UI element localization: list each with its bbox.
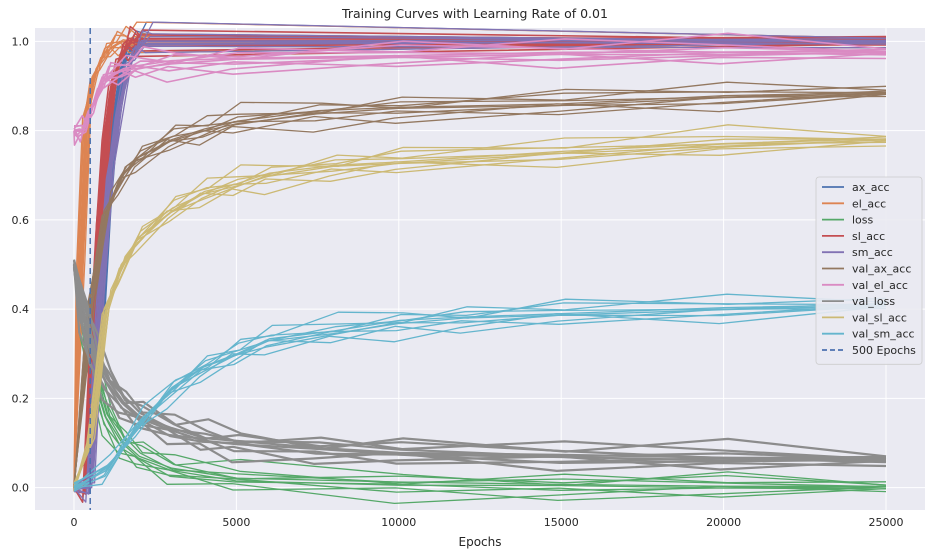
y-tick-label: 1.0 — [12, 35, 30, 48]
legend-label: val_el_acc — [852, 279, 908, 292]
legend-label: el_acc — [852, 197, 886, 210]
chart-title: Training Curves with Learning Rate of 0.… — [341, 6, 608, 21]
y-tick-label: 0.2 — [12, 392, 30, 405]
legend-label: val_sl_acc — [852, 311, 907, 324]
x-tick-label: 15000 — [544, 516, 579, 529]
legend-label: val_ax_acc — [852, 263, 911, 276]
series-val-el-acc — [73, 32, 887, 146]
series-val-sm-acc — [73, 293, 887, 492]
x-tick-label: 20000 — [706, 516, 741, 529]
legend-label: sm_acc — [852, 246, 893, 259]
x-tick-label: 5000 — [222, 516, 250, 529]
series-line — [73, 81, 887, 487]
x-tick-label: 10000 — [381, 516, 416, 529]
series-line — [73, 303, 887, 489]
x-axis-label: Epochs — [459, 535, 502, 549]
legend-label: sl_acc — [852, 230, 885, 243]
series-line — [73, 35, 887, 489]
series-line — [73, 124, 887, 484]
y-tick-label: 0.0 — [12, 482, 30, 495]
series-line — [74, 21, 887, 484]
series-line — [72, 264, 887, 462]
x-tick-label: 0 — [70, 516, 77, 529]
series-line — [73, 85, 887, 483]
y-tick-label: 0.6 — [12, 214, 30, 227]
legend-label: ax_acc — [852, 181, 890, 194]
y-tick-label: 0.8 — [12, 125, 30, 138]
series-line — [73, 25, 887, 487]
plot-area — [35, 28, 925, 510]
series-val-ax-acc — [73, 81, 887, 492]
series-line — [73, 293, 887, 487]
series-line — [73, 92, 887, 492]
x-tick-label: 25000 — [869, 516, 904, 529]
y-tick-label: 0.4 — [12, 303, 30, 316]
series-line — [73, 21, 887, 483]
ticks: 0 5000 10000 15000 20000 25000 0.0 0.2 0.4 0.6 0.8… — [12, 35, 904, 529]
series-line — [72, 264, 887, 464]
legend-label: val_sm_acc — [852, 328, 915, 341]
series-val-sl-acc — [73, 124, 887, 492]
legend-label: val_loss — [852, 295, 895, 308]
series-line — [73, 302, 887, 485]
legend-label: 500 Epochs — [852, 344, 916, 357]
series-line — [73, 297, 887, 484]
legend-label: loss — [852, 214, 874, 227]
series-layer — [72, 21, 887, 505]
series-line — [74, 32, 887, 127]
